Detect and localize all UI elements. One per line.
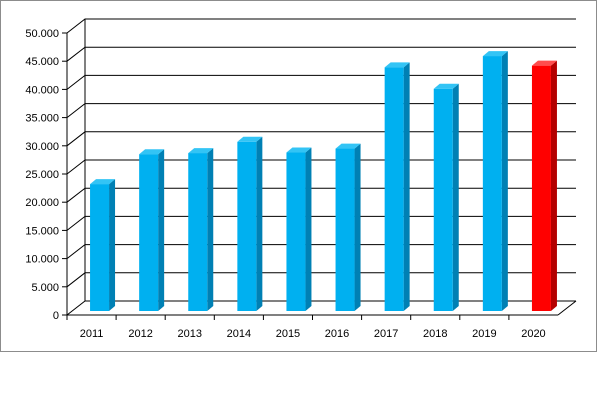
bar-side [354,143,361,311]
y-axis-ticks: 0 5.000 10.000 15.000 20.000 25.000 30.000 35.0… [25,28,59,322]
y-tick-label: 10.000 [25,254,59,266]
y-tick-label: 30.000 [25,141,59,153]
gridline [66,74,576,90]
bar-top [335,143,361,149]
bar-side [550,60,557,311]
x-tick-label-2015: 2015 [276,328,300,340]
x-axis-ticks: 2011 2012 2013 2014 2015 2016 2017 2018 2019 2020 [80,328,546,340]
bar-2014 [237,136,263,311]
gridline [66,215,576,231]
bar-2020 [531,60,557,311]
bar-side [109,179,116,311]
bar-top [139,149,165,155]
bar-2011 [90,179,116,311]
y-tick-label: 50.000 [25,28,59,40]
bar-top [482,51,508,57]
bar-side [403,62,410,311]
bar-2017 [384,62,410,312]
bar-side [256,136,263,311]
y-tick-label: 40.000 [25,84,59,96]
bar-top [286,147,312,153]
bar-front [237,141,257,311]
gridlines [62,18,577,320]
bar-front [482,56,502,312]
bar-front [188,153,208,311]
bar-side [501,51,508,312]
bar-top [237,136,263,142]
gridline [66,187,576,203]
bar-front [90,184,110,311]
x-tick-label-2011: 2011 [80,328,104,340]
bar-2013 [188,148,214,311]
bar-front [139,154,159,311]
gridline [66,18,576,34]
x-tick-label-2020: 2020 [521,328,545,340]
bar-side [452,83,459,311]
bar-side [158,149,165,311]
x-tick-label-2019: 2019 [472,328,496,340]
y-tick-label: 15.000 [25,225,59,237]
bar-front [433,88,453,311]
bar-top [90,179,116,185]
y-tick-label: 0 [53,310,59,322]
bar-front [335,148,355,311]
bar-side [305,147,312,311]
y-tick-label: 5.000 [31,282,59,294]
gridline [66,131,576,147]
gridline [66,272,576,288]
x-tick-label-2016: 2016 [325,328,349,340]
y-tick-label: 25.000 [25,169,59,181]
bar-2016 [335,143,361,311]
bar-2012 [139,149,165,311]
bar-top [384,62,410,68]
floor-edge [557,300,577,316]
bar-chart: 0 5.000 10.000 15.000 20.000 25.000 30.000 35.0… [25,18,577,340]
gridline [66,46,576,62]
x-tick-label-2018: 2018 [423,328,447,340]
bar-2019 [482,51,508,312]
x-tick-label-2017: 2017 [374,328,398,340]
gridline [66,300,576,316]
bar-front [384,67,404,312]
bar-2015 [286,147,312,311]
x-tick-label-2012: 2012 [128,328,152,340]
x-tick-label-2014: 2014 [227,328,251,340]
bar-side [207,148,214,311]
y-tick-label: 20.000 [25,197,59,209]
bar-2018 [433,83,459,311]
bars [90,51,557,312]
bar-top [433,83,459,89]
gridline [66,159,576,175]
y-tick-label: 35.000 [25,113,59,125]
bar-front [286,152,306,311]
gridline [66,103,576,118]
chart-frame: 0 5.000 10.000 15.000 20.000 25.000 30.000 35.0… [0,0,597,352]
y-tick-label: 45.000 [25,56,59,68]
bar-top [188,148,214,154]
bar-front [531,65,551,311]
gridline [66,244,576,259]
bar-top [531,60,557,66]
x-tick-label-2013: 2013 [178,328,202,340]
